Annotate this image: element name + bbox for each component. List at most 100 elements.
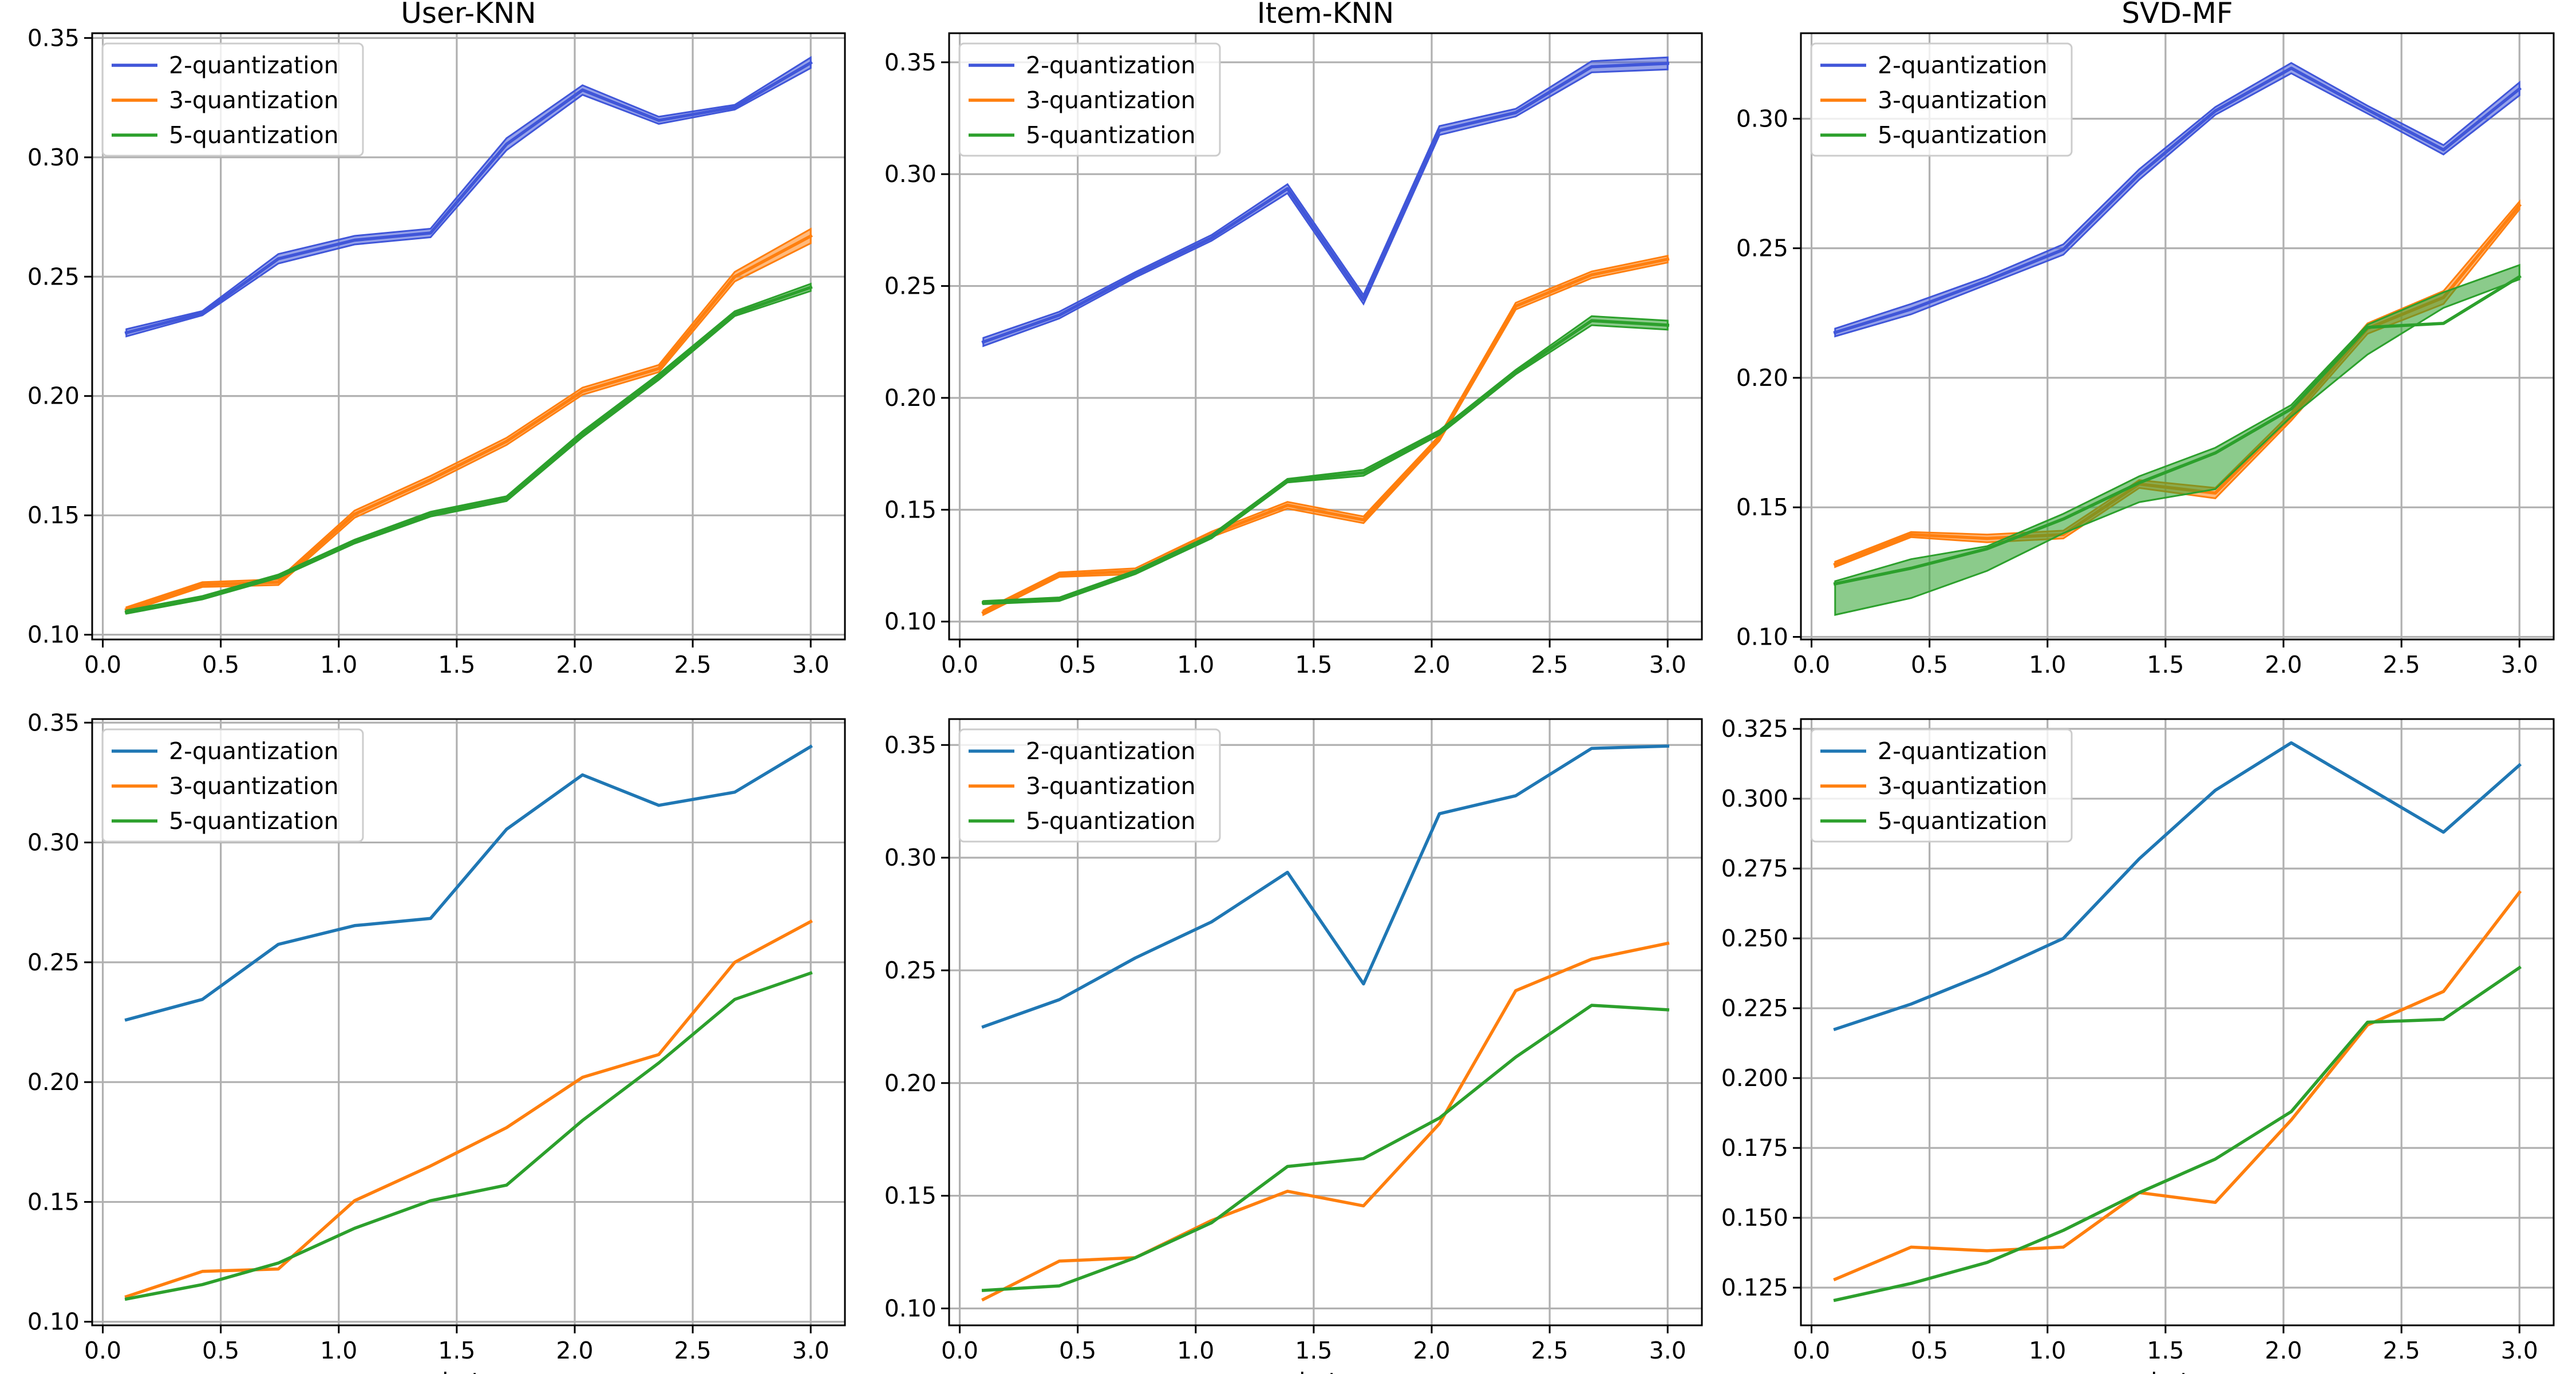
series-line (124, 60, 813, 335)
x-tick-label: 1.5 (438, 1337, 475, 1364)
series-line (1833, 965, 2522, 1302)
y-tick-label: 0.20 (884, 1069, 937, 1097)
y-tick-label: 0.10 (884, 1294, 937, 1322)
y-tick-label: 0.20 (27, 1068, 80, 1096)
legend-entry-label: 5-quantization (1026, 807, 1196, 835)
series-1 (124, 56, 813, 338)
legend-entry-label: 2-quantization (1026, 737, 1196, 765)
series-line (124, 234, 813, 612)
y-tick-label: 0.20 (27, 382, 80, 410)
y-tick-label: 0.15 (1736, 493, 1788, 521)
x-tick-label: 1.0 (2029, 1337, 2066, 1364)
x-tick-label: 0.0 (84, 651, 121, 678)
y-tick-label: 0.35 (27, 709, 80, 736)
x-tick-label: 1.5 (1295, 651, 1332, 678)
x-tick-label: 2.0 (556, 651, 593, 678)
x-axis-label: beta (1299, 1368, 1352, 1374)
y-tick-label: 0.225 (1721, 994, 1788, 1022)
legend-box (101, 42, 364, 157)
grid-lines (92, 719, 845, 1325)
legend-entry-label: 3-quantization (1026, 86, 1196, 114)
axes-frame (91, 718, 846, 1326)
y-tick-label: 0.10 (884, 608, 937, 635)
x-tick-label: 1.0 (1177, 1337, 1214, 1364)
x-tick-label: 0.0 (1793, 651, 1830, 678)
y-tick-label: 0.30 (884, 160, 937, 188)
legend-entry-label: 3-quantization (169, 86, 339, 114)
series-1 (1833, 741, 2522, 1032)
confidence-band (1834, 62, 2520, 338)
legend: 2-quantization 3-quantization 5-quantizati… (1810, 728, 2073, 843)
x-axis-label: beta (2151, 1368, 2203, 1374)
legend-entry-label: 5-quantization (169, 807, 339, 835)
legend-box (1810, 728, 2073, 843)
x-tick-label: 2.5 (2383, 651, 2420, 678)
x-tick-label: 2.0 (1413, 651, 1450, 678)
legend-box (958, 42, 1221, 157)
plot-area (1833, 741, 2522, 1302)
x-tick-label: 0.5 (1059, 1337, 1096, 1364)
y-tick-label: 0.325 (1721, 715, 1788, 743)
x-tick-label: 1.5 (2147, 651, 2184, 678)
legend-entry-label: 2-quantization (1026, 52, 1196, 79)
axes-frame (91, 32, 846, 641)
x-tick-label: 3.0 (2501, 651, 2538, 678)
axes-frame (948, 718, 1703, 1326)
legend-entry-label: 3-quantization (1026, 772, 1196, 800)
x-tick-label: 0.0 (941, 1337, 978, 1364)
chart-panel-2: 0.0 0.5 1.0 1.5 2.0 2.5 3.0 0.10 0.15 0.20 0.25 0.3… (884, 0, 1703, 678)
series-1 (124, 744, 813, 1022)
y-tick-label: 0.25 (884, 957, 937, 984)
y-tick-label: 0.10 (27, 1308, 80, 1336)
legend-entry-label: 2-quantization (1878, 737, 2048, 765)
x-tick-label: 0.5 (1059, 651, 1096, 678)
y-tick-label: 0.150 (1721, 1204, 1788, 1231)
x-tick-label: 1.5 (2147, 1337, 2184, 1364)
y-tick-label: 0.35 (884, 49, 937, 76)
y-tick-label: 0.15 (884, 496, 937, 523)
legend-box (958, 728, 1221, 843)
legend: 2-quantization 3-quantization 5-quantizati… (101, 42, 364, 157)
x-tick-label: 3.0 (2501, 1337, 2538, 1364)
legend-entry-label: 5-quantization (169, 121, 339, 149)
x-tick-label: 3.0 (1649, 1337, 1686, 1364)
legend-entry-label: 2-quantization (169, 52, 339, 79)
series-1 (1833, 62, 2522, 338)
x-tick-label: 0.5 (1911, 1337, 1948, 1364)
chart-title: Item-KNN (1257, 0, 1394, 30)
plot-area (124, 56, 813, 615)
y-tick-label: 0.25 (1736, 235, 1788, 262)
plot-area (981, 744, 1670, 1302)
series-line (981, 319, 1670, 605)
x-tick-label: 2.0 (2265, 1337, 2302, 1364)
confidence-band (125, 56, 812, 338)
x-tick-label: 1.0 (320, 1337, 357, 1364)
axes-frame (948, 32, 1703, 641)
legend-entry-label: 2-quantization (1878, 52, 2048, 79)
x-tick-label: 1.5 (1295, 1337, 1332, 1364)
series-line (124, 285, 813, 614)
series-line (124, 919, 813, 1299)
legend: 2-quantization 3-quantization 5-quantizati… (1810, 42, 2073, 157)
x-tick-label: 3.0 (792, 1337, 829, 1364)
x-tick-label: 2.0 (2265, 651, 2302, 678)
y-tick-label: 0.20 (1736, 364, 1788, 392)
x-tick-label: 2.5 (674, 1337, 712, 1364)
y-tick-label: 0.250 (1721, 925, 1788, 952)
x-tick-label: 0.0 (1793, 1337, 1830, 1364)
confidence-band (125, 282, 812, 615)
x-tick-label: 1.0 (320, 651, 357, 678)
x-tick-label: 2.0 (1413, 1337, 1450, 1364)
series-line (1833, 890, 2522, 1282)
x-axis-label: beta (442, 1368, 495, 1374)
x-tick-label: 0.0 (941, 651, 978, 678)
plot-area (1833, 62, 2522, 616)
legend-entry-label: 3-quantization (1878, 86, 2048, 114)
series-3 (124, 282, 813, 615)
y-tick-label: 0.30 (1736, 105, 1788, 132)
chart-title: User-KNN (401, 0, 536, 30)
legend: 2-quantization 3-quantization 5-quantizati… (958, 42, 1221, 157)
x-tick-label: 2.5 (1531, 651, 1568, 678)
x-tick-label: 0.5 (202, 651, 239, 678)
